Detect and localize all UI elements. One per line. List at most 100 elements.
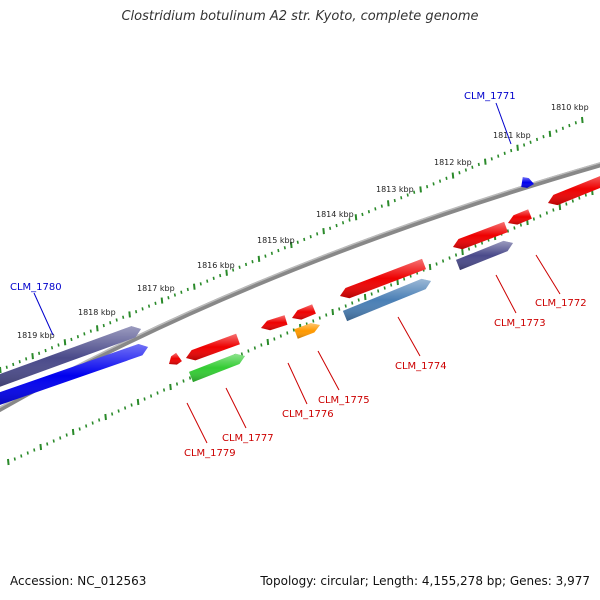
tick-mark bbox=[193, 283, 196, 290]
tick-mark bbox=[370, 292, 373, 296]
backbone-line bbox=[0, 162, 600, 413]
tick-mark bbox=[383, 286, 386, 290]
tick-mark bbox=[516, 144, 519, 151]
tick-mark bbox=[122, 315, 125, 319]
map-title: Clostridium botulinum A2 str. Kyoto, com… bbox=[121, 9, 479, 24]
tick-mark bbox=[25, 357, 28, 361]
leader-line bbox=[535, 254, 561, 295]
tick-mark bbox=[354, 214, 358, 221]
tick-mark bbox=[445, 176, 448, 180]
tick-mark bbox=[102, 323, 105, 328]
backbone-highlight bbox=[0, 162, 600, 409]
tick-mark bbox=[367, 210, 370, 214]
tick-mark bbox=[160, 297, 164, 304]
tick-mark bbox=[451, 172, 455, 179]
tick-mark bbox=[309, 235, 312, 239]
tick-mark bbox=[186, 287, 189, 292]
gene-feature-clm1773-inner bbox=[456, 240, 513, 271]
tick-mark bbox=[296, 240, 299, 244]
tick-label: 1812 kbp bbox=[434, 158, 472, 167]
tick-mark bbox=[244, 262, 248, 267]
tick-mark bbox=[141, 307, 144, 311]
tick-mark bbox=[251, 260, 254, 264]
tick-mark bbox=[89, 329, 92, 333]
gene-feature-clm1775-outer bbox=[292, 304, 316, 320]
tick-mark bbox=[65, 433, 68, 437]
gene-label-text: CLM_1775 bbox=[318, 395, 370, 406]
tick-mark bbox=[290, 241, 293, 249]
tick-mark bbox=[432, 182, 435, 186]
leader-line bbox=[186, 402, 208, 444]
tick-mark bbox=[130, 403, 133, 407]
gene-feature-clm1774 bbox=[340, 258, 426, 299]
tick-mark bbox=[344, 304, 347, 308]
tick-mark bbox=[523, 143, 526, 147]
tick-mark bbox=[135, 310, 138, 314]
tick-mark bbox=[484, 158, 487, 165]
outer-tick-row bbox=[0, 116, 584, 374]
tick-label: 1814 kbp bbox=[316, 210, 354, 219]
tick-mark bbox=[7, 458, 10, 466]
tick-mark bbox=[390, 283, 393, 287]
tick-mark bbox=[331, 308, 335, 316]
tick-mark bbox=[277, 248, 280, 253]
tick-mark bbox=[393, 198, 396, 203]
gene-feature-clm1780 bbox=[0, 344, 148, 405]
tick-mark bbox=[403, 277, 406, 281]
tick-mark bbox=[50, 346, 54, 350]
tick-mark bbox=[312, 319, 315, 323]
tick-mark bbox=[260, 343, 263, 347]
tick-mark bbox=[180, 290, 183, 294]
tick-mark bbox=[477, 162, 480, 167]
gene-label-clm1777: CLM_1777 bbox=[222, 387, 274, 444]
tick-mark bbox=[266, 338, 270, 346]
tick-mark bbox=[426, 185, 429, 189]
tick-mark bbox=[212, 276, 215, 280]
gene-label-clm1780: CLM_1780 bbox=[10, 282, 62, 336]
tick-mark bbox=[363, 293, 367, 301]
gene-label-text: CLM_1777 bbox=[222, 433, 274, 444]
tick-mark bbox=[264, 254, 267, 258]
tick-mark bbox=[143, 397, 146, 401]
tick-mark bbox=[83, 332, 86, 336]
tick-mark bbox=[413, 190, 416, 194]
tick-mark bbox=[167, 296, 170, 300]
leader-line bbox=[495, 102, 512, 145]
tick-label: 1810 kbp bbox=[551, 103, 589, 112]
tick-mark bbox=[188, 376, 192, 380]
accession-text: Accession: NC_012563 bbox=[10, 574, 147, 588]
tick-mark bbox=[52, 439, 55, 443]
gene-label-text: CLM_1774 bbox=[395, 361, 447, 372]
gene-label-text: CLM_1780 bbox=[10, 282, 62, 293]
tick-mark bbox=[104, 413, 107, 421]
tick-mark bbox=[341, 221, 345, 225]
tick-mark bbox=[316, 232, 319, 236]
tick-mark bbox=[428, 263, 432, 271]
gene-feature-clm1771-region bbox=[548, 176, 600, 206]
tick-mark bbox=[351, 301, 354, 305]
tick-mark bbox=[109, 321, 112, 325]
gene-feature-clm1772 bbox=[508, 209, 532, 225]
tick-mark bbox=[490, 157, 493, 161]
gene-label-clm1771: CLM_1771 bbox=[464, 91, 516, 145]
tick-mark bbox=[558, 203, 562, 211]
tick-mark bbox=[419, 186, 422, 193]
tick-mark bbox=[441, 259, 445, 263]
tick-mark bbox=[0, 366, 2, 374]
tick-mark bbox=[581, 116, 584, 124]
tick-mark bbox=[548, 130, 552, 137]
tick-mark bbox=[571, 199, 574, 203]
tick-mark bbox=[78, 427, 81, 431]
gene-labels: CLM_1771 CLM_1772 CLM_1773 CLM_1774 CLM_1775… bbox=[10, 91, 587, 459]
gene-feature-clm1777-outer bbox=[186, 333, 240, 361]
tick-mark bbox=[552, 208, 555, 212]
tick-mark bbox=[33, 448, 36, 452]
tick-mark bbox=[149, 394, 153, 398]
tick-mark bbox=[348, 218, 351, 222]
tick-mark bbox=[111, 412, 114, 416]
tick-mark bbox=[438, 179, 442, 183]
tick-mark bbox=[578, 196, 581, 200]
tick-mark bbox=[503, 151, 506, 155]
tick-mark bbox=[219, 273, 222, 278]
